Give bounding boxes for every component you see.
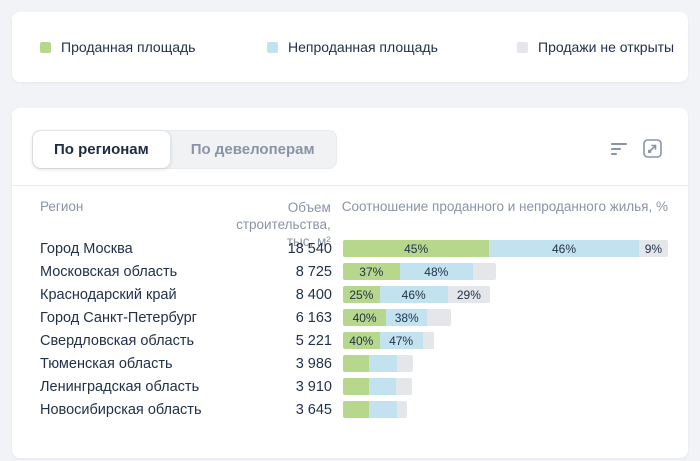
bar-segment-sold: 25% bbox=[343, 286, 380, 303]
bar-segment-sold: 40% bbox=[343, 332, 380, 349]
region-name: Город Санкт-Петербург bbox=[40, 309, 197, 326]
legend-card: Проданная площадь Непроданная площадь Пр… bbox=[12, 12, 688, 82]
sort-icon[interactable] bbox=[611, 142, 627, 156]
bar-segment-not-open bbox=[422, 332, 435, 349]
table-row: Ленинградская область 3 910 bbox=[40, 375, 668, 398]
construction-volume: 8 400 bbox=[295, 286, 332, 303]
toolbar: По регионам По девелоперам bbox=[12, 108, 688, 185]
legend-label: Непроданная площадь bbox=[288, 39, 438, 55]
region-name: Город Москва bbox=[40, 240, 133, 257]
stacked-bar bbox=[343, 401, 407, 418]
table-row: Город Санкт-Петербург 6 163 40% 38% bbox=[40, 306, 668, 329]
bar-track bbox=[343, 355, 668, 372]
region-name: Тюменская область bbox=[40, 355, 173, 372]
region-name: Новосибирская область bbox=[40, 401, 202, 418]
column-header-ratio: Соотношение проданного и непроданного жи… bbox=[341, 199, 668, 214]
construction-volume: 18 540 bbox=[287, 240, 332, 257]
construction-volume: 3 645 bbox=[295, 401, 332, 418]
column-header-volume: Объем строительства, тыс. м² bbox=[236, 200, 331, 249]
legend-item-sold: Проданная площадь bbox=[40, 39, 267, 55]
bar-segment-unsold: 38% bbox=[386, 309, 428, 326]
bar-track: 37% 48% bbox=[343, 263, 668, 280]
legend-color-swatch bbox=[267, 41, 278, 53]
bar-segment-unsold: 46% bbox=[489, 240, 639, 257]
stacked-bar: 25% 46% 29% bbox=[343, 286, 491, 303]
table-row: Московская область 8 725 37% 48% bbox=[40, 260, 668, 283]
table-row: Тюменская область 3 986 bbox=[40, 352, 668, 375]
table-row: Краснодарский край 8 400 25% 46% 29% bbox=[40, 283, 668, 306]
bar-segment-unsold: 48% bbox=[399, 263, 473, 280]
bar-segment-unsold bbox=[369, 378, 397, 395]
legend-color-swatch bbox=[517, 41, 528, 53]
legend-item-not-open: Продажи не открыты bbox=[517, 39, 688, 55]
tab-by-regions[interactable]: По регионам bbox=[33, 131, 170, 168]
bar-track: 40% 47% bbox=[343, 332, 668, 349]
stacked-bar: 37% 48% bbox=[343, 263, 496, 280]
bar-segment-sold bbox=[343, 401, 370, 418]
table-row: Новосибирская область 3 645 bbox=[40, 398, 668, 421]
bar-track bbox=[343, 401, 668, 418]
legend-item-unsold: Непроданная площадь bbox=[267, 39, 517, 55]
construction-volume: 3 986 bbox=[295, 355, 332, 372]
bar-track: 45% 46% 9% bbox=[343, 240, 668, 257]
stacked-bar bbox=[343, 355, 413, 372]
stacked-bar: 40% 38% bbox=[343, 309, 452, 326]
construction-volume: 3 910 bbox=[295, 378, 332, 395]
tab-by-developers[interactable]: По девелоперам bbox=[170, 131, 336, 168]
expand-icon[interactable] bbox=[643, 139, 662, 158]
bar-segment-sold: 40% bbox=[343, 309, 387, 326]
legend-label: Проданная площадь bbox=[61, 39, 196, 55]
bar-segment-not-open bbox=[396, 378, 412, 395]
bar-track: 25% 46% 29% bbox=[343, 286, 668, 303]
column-header-region: Регион bbox=[40, 199, 84, 214]
stacked-bar: 40% 47% bbox=[343, 332, 435, 349]
bar-segment-sold: 37% bbox=[343, 263, 400, 280]
legend-color-swatch bbox=[40, 41, 51, 53]
bar-segment-not-open: 9% bbox=[638, 240, 668, 257]
region-name: Ленинградская область bbox=[40, 378, 200, 395]
bar-segment-not-open: 29% bbox=[447, 286, 491, 303]
table-card: По регионам По девелоперам bbox=[12, 108, 688, 458]
bar-segment-unsold bbox=[368, 355, 398, 372]
table-header-row: Регион Объем строительства, тыс. м² Соот… bbox=[12, 186, 688, 249]
toolbar-divider bbox=[12, 185, 688, 186]
bar-track: 40% 38% bbox=[343, 309, 668, 326]
stacked-bar: 45% 46% 9% bbox=[343, 240, 668, 257]
chart-legend: Проданная площадь Непроданная площадь Пр… bbox=[12, 39, 688, 55]
bar-segment-sold bbox=[343, 355, 369, 372]
toolbar-icons bbox=[611, 139, 662, 158]
bar-segment-not-open bbox=[427, 309, 452, 326]
bar-track bbox=[343, 378, 668, 395]
construction-volume: 5 221 bbox=[295, 332, 332, 349]
table-row: Город Москва 18 540 45% 46% 9% bbox=[40, 237, 668, 260]
bar-segment-not-open bbox=[397, 355, 413, 372]
table-body: Город Москва 18 540 45% 46% 9% Московская … bbox=[12, 237, 688, 421]
bar-segment-unsold: 47% bbox=[379, 332, 423, 349]
table-row: Свердловская область 5 221 40% 47% bbox=[40, 329, 668, 352]
bar-segment-not-open bbox=[472, 263, 496, 280]
bar-segment-unsold bbox=[369, 401, 398, 418]
legend-label: Продажи не открыты bbox=[538, 39, 675, 55]
stacked-bar bbox=[343, 378, 412, 395]
region-name: Краснодарский край bbox=[40, 286, 177, 303]
tab-group: По регионам По девелоперам bbox=[32, 130, 337, 169]
region-name: Свердловская область bbox=[40, 332, 195, 349]
bar-segment-sold bbox=[343, 378, 370, 395]
region-name: Московская область bbox=[40, 263, 178, 280]
construction-volume: 6 163 bbox=[295, 309, 332, 326]
construction-volume: 8 725 bbox=[295, 263, 332, 280]
bar-segment-not-open bbox=[397, 401, 407, 418]
bar-segment-unsold: 46% bbox=[379, 286, 448, 303]
bar-segment-sold: 45% bbox=[343, 240, 490, 257]
